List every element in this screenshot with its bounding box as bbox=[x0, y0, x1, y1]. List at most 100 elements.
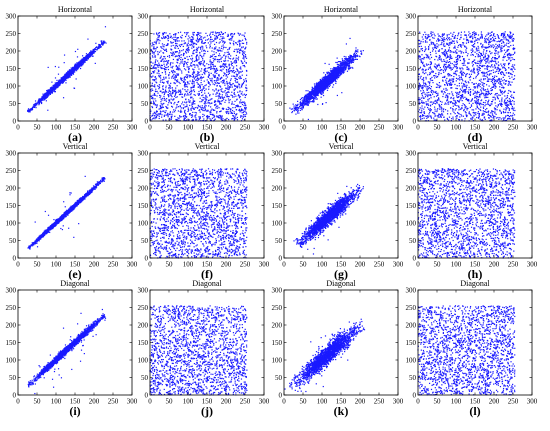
data-point bbox=[154, 61, 156, 64]
data-point bbox=[159, 66, 161, 68]
data-point bbox=[156, 85, 159, 87]
data-point bbox=[223, 40, 225, 42]
data-point bbox=[215, 103, 217, 105]
data-point bbox=[58, 82, 60, 84]
data-point bbox=[245, 84, 247, 86]
data-point bbox=[181, 80, 183, 82]
data-point bbox=[175, 96, 177, 99]
data-point bbox=[208, 71, 210, 74]
data-point bbox=[230, 112, 232, 115]
data-point bbox=[204, 108, 206, 110]
data-point bbox=[203, 70, 206, 72]
data-point bbox=[210, 61, 212, 63]
data-point bbox=[198, 90, 200, 93]
data-point bbox=[169, 63, 172, 65]
data-point bbox=[86, 57, 88, 59]
data-point bbox=[155, 41, 157, 43]
data-point bbox=[192, 100, 194, 102]
data-point bbox=[98, 47, 100, 49]
data-point bbox=[197, 86, 199, 88]
data-point bbox=[38, 98, 40, 100]
data-point bbox=[83, 60, 85, 62]
data-point bbox=[32, 108, 34, 110]
data-point bbox=[82, 55, 84, 57]
data-point bbox=[215, 41, 218, 44]
data-point bbox=[197, 93, 199, 95]
data-point bbox=[192, 85, 194, 87]
data-point bbox=[231, 33, 233, 35]
data-point bbox=[217, 90, 219, 92]
data-point bbox=[187, 67, 190, 69]
data-point bbox=[206, 115, 209, 117]
data-point bbox=[158, 62, 160, 64]
data-point bbox=[235, 73, 238, 75]
data-point bbox=[92, 48, 94, 51]
y-tick-label: 150 bbox=[6, 65, 17, 73]
data-point bbox=[35, 107, 37, 109]
data-point bbox=[235, 95, 237, 97]
data-point bbox=[206, 39, 209, 41]
data-point bbox=[103, 40, 105, 42]
data-point bbox=[203, 118, 205, 120]
data-point bbox=[62, 76, 64, 79]
data-point bbox=[165, 85, 167, 87]
data-point bbox=[196, 64, 198, 66]
data-point bbox=[67, 70, 70, 72]
data-point bbox=[202, 37, 205, 39]
data-point bbox=[170, 93, 172, 95]
data-point bbox=[180, 77, 182, 79]
data-point bbox=[237, 59, 239, 61]
chart-title: Horizontal bbox=[190, 5, 225, 14]
data-point bbox=[212, 33, 214, 35]
data-point bbox=[52, 87, 54, 89]
data-point bbox=[195, 117, 197, 119]
data-point bbox=[73, 71, 75, 73]
data-point bbox=[192, 52, 194, 55]
data-point bbox=[208, 105, 210, 107]
data-point bbox=[183, 65, 185, 67]
data-point bbox=[191, 86, 193, 89]
data-point bbox=[226, 80, 228, 83]
data-point bbox=[32, 106, 34, 108]
data-point bbox=[220, 116, 222, 118]
data-point bbox=[65, 77, 67, 79]
data-point bbox=[211, 98, 213, 100]
data-point bbox=[219, 77, 222, 79]
data-point bbox=[182, 88, 184, 90]
data-point bbox=[231, 86, 233, 88]
data-point bbox=[207, 50, 209, 53]
data-point bbox=[38, 104, 40, 106]
data-point bbox=[178, 57, 180, 59]
data-point bbox=[325, 102, 327, 104]
data-point bbox=[175, 89, 177, 91]
data-point bbox=[45, 94, 47, 96]
data-point bbox=[192, 43, 194, 45]
data-point bbox=[240, 115, 242, 117]
data-point bbox=[71, 69, 73, 72]
data-point bbox=[195, 56, 197, 58]
data-point bbox=[237, 32, 239, 34]
data-point bbox=[57, 81, 59, 84]
data-point bbox=[184, 111, 186, 113]
data-point bbox=[236, 43, 239, 46]
data-point bbox=[195, 75, 197, 78]
data-point bbox=[165, 68, 167, 71]
data-point bbox=[243, 52, 245, 55]
data-point bbox=[152, 44, 154, 46]
data-point bbox=[197, 104, 199, 107]
data-point bbox=[175, 87, 177, 89]
data-point bbox=[81, 59, 84, 61]
data-point bbox=[29, 111, 31, 113]
data-point bbox=[219, 111, 221, 113]
data-point bbox=[174, 77, 176, 79]
data-point bbox=[201, 105, 203, 107]
data-point bbox=[221, 94, 223, 96]
data-point bbox=[184, 42, 186, 44]
data-point bbox=[92, 52, 94, 54]
data-point bbox=[185, 84, 187, 86]
data-point bbox=[228, 91, 230, 93]
data-point bbox=[68, 73, 70, 75]
data-point bbox=[58, 80, 61, 82]
data-point bbox=[92, 51, 94, 53]
data-point bbox=[315, 96, 317, 99]
